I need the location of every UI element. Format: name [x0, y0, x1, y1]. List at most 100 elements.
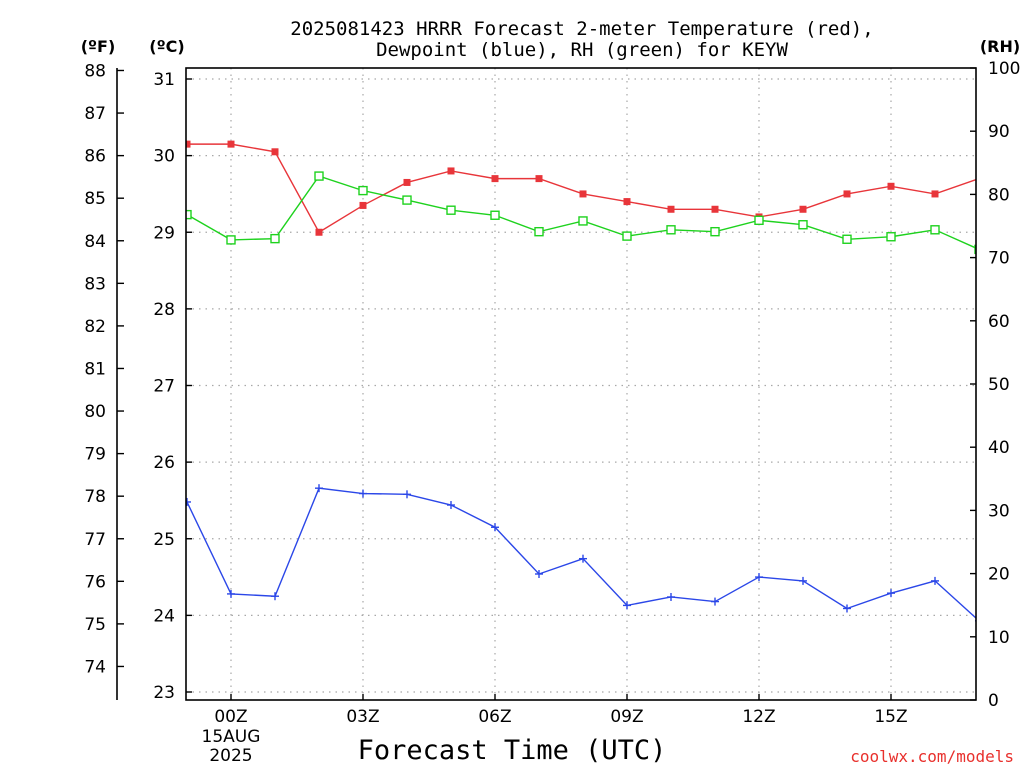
celsius-tick-label-26: 26	[153, 453, 175, 473]
celsius-axis: 23 24 25 26 27 28 29 30 31	[153, 70, 192, 703]
dewpoint-point-5	[403, 490, 411, 499]
fahrenheit-tick-label-83: 83	[84, 274, 106, 294]
rh-point-10	[622, 231, 632, 241]
rh-tick-label-30: 30	[988, 501, 1010, 521]
celsius-tick-label-28: 28	[153, 300, 175, 320]
dewpoint-point-0	[186, 497, 191, 506]
dewpoint-point-11	[667, 592, 675, 601]
x-axis-title: Forecast Time (UTC)	[358, 735, 667, 766]
rh-point-0	[186, 209, 192, 220]
temperature-point-5	[403, 178, 411, 186]
celsius-tick-label-29: 29	[153, 223, 175, 243]
dewpoint-point-16	[887, 589, 895, 598]
rh-point-12	[710, 226, 720, 237]
rh-point-7	[490, 210, 500, 220]
fahrenheit-tick-label-79: 79	[84, 445, 106, 465]
fahrenheit-tick-label-77: 77	[84, 530, 106, 550]
rh-point-5	[402, 195, 412, 205]
rh-point-9	[578, 216, 588, 226]
dewpoint-line	[186, 487, 976, 619]
celsius-unit-label: (ºC)	[149, 37, 184, 56]
temperature-point-4	[359, 201, 367, 209]
rh-point-13	[754, 215, 764, 226]
time-tick-sublabel-2025: 2025	[209, 746, 252, 766]
temperature-point-12	[711, 205, 719, 213]
rh-point-6	[446, 205, 456, 215]
rh-tick-label-40: 40	[988, 438, 1010, 458]
dewpoint-point-10	[623, 601, 631, 610]
rh-point-11	[666, 225, 676, 235]
plot-series	[186, 140, 976, 622]
fahrenheit-tick-label-82: 82	[84, 317, 106, 337]
rh-tick-label-0: 0	[988, 691, 999, 711]
dewpoint-point-15	[843, 604, 851, 613]
rh-tick-label-70: 70	[988, 249, 1010, 269]
rh-tick-label-20: 20	[988, 565, 1010, 585]
dewpoint-point-2	[271, 592, 279, 601]
chart-title-line-2: Dewpoint (blue), RH (green) for KEYW	[376, 39, 788, 61]
temperature-point-6	[447, 167, 455, 175]
fahrenheit-tick-label-78: 78	[84, 487, 106, 507]
celsius-tick-label-30: 30	[153, 147, 175, 167]
fahrenheit-tick-label-86: 86	[84, 147, 106, 167]
temperature-point-17	[931, 190, 939, 198]
fahrenheit-tick-label-75: 75	[84, 615, 106, 635]
rh-unit-label: (RH)	[980, 37, 1020, 56]
plot-frame	[185, 67, 977, 701]
rh-point-3	[314, 171, 324, 181]
time-tick-label-06Z: 06Z	[478, 707, 511, 727]
dewpoint-point-13	[755, 573, 763, 582]
temperature-point-14	[799, 205, 807, 213]
temperature-point-0	[186, 140, 191, 148]
rh-point-1	[226, 235, 236, 245]
temperature-point-2	[271, 148, 279, 156]
temperature-point-10	[623, 198, 631, 206]
fahrenheit-axis: 74 75 76 77 78 79 80 81 82 83 84 85 86 87 88	[84, 61, 124, 700]
rh-tick-label-100: 100	[988, 59, 1020, 79]
dewpoint-point-4	[359, 489, 367, 498]
dewpoint-point-17	[931, 576, 939, 585]
celsius-tick-label-23: 23	[153, 683, 175, 703]
time-tick-label-12Z: 12Z	[742, 707, 775, 727]
rh-tick-label-50: 50	[988, 375, 1010, 395]
celsius-tick-label-24: 24	[153, 606, 175, 626]
fahrenheit-tick-label-81: 81	[84, 359, 106, 379]
fahrenheit-tick-label-76: 76	[84, 572, 106, 592]
time-tick-sublabel-15AUG: 15AUG	[202, 727, 261, 747]
credit-text: coolwx.com/models	[850, 747, 1014, 766]
rh-point-16	[886, 232, 896, 242]
dewpoint-point-14	[799, 576, 807, 585]
celsius-tick-label-25: 25	[153, 530, 175, 550]
rh-tick-label-80: 80	[988, 185, 1010, 205]
fahrenheit-tick-label-85: 85	[84, 189, 106, 209]
temperature-point-15	[843, 190, 851, 198]
temperature-point-7	[491, 175, 499, 183]
dewpoint-point-12	[711, 597, 719, 606]
dewpoint-point-1	[227, 589, 235, 598]
rh-point-4	[358, 185, 368, 196]
chart-title-line-1: 2025081423 HRRR Forecast 2-meter Tempera…	[290, 18, 873, 40]
rh-line	[186, 175, 976, 249]
time-tick-label-15Z: 15Z	[874, 707, 907, 727]
fahrenheit-tick-label-84: 84	[84, 232, 106, 252]
rh-tick-label-10: 10	[988, 628, 1010, 648]
fahrenheit-tick-label-80: 80	[84, 402, 106, 422]
rh-point-2	[270, 233, 280, 244]
dewpoint-point-7	[491, 523, 499, 532]
rh-axis: 0 10 20 30 40 50 60 70 80 90 100	[970, 59, 1020, 711]
celsius-tick-label-31: 31	[153, 70, 175, 90]
rh-point-15	[842, 234, 852, 244]
fahrenheit-unit-label: (ºF)	[81, 37, 116, 56]
temperature-point-9	[579, 190, 587, 198]
rh-point-14	[798, 220, 808, 230]
dewpoint-point-9	[579, 554, 587, 563]
temperature-point-11	[667, 205, 675, 213]
temperature-point-1	[227, 140, 235, 148]
fahrenheit-tick-label-88: 88	[84, 61, 106, 81]
celsius-tick-label-27: 27	[153, 377, 175, 397]
temperature-point-8	[535, 175, 543, 183]
time-tick-label-03Z: 03Z	[346, 707, 379, 727]
rh-point-8	[534, 226, 544, 237]
